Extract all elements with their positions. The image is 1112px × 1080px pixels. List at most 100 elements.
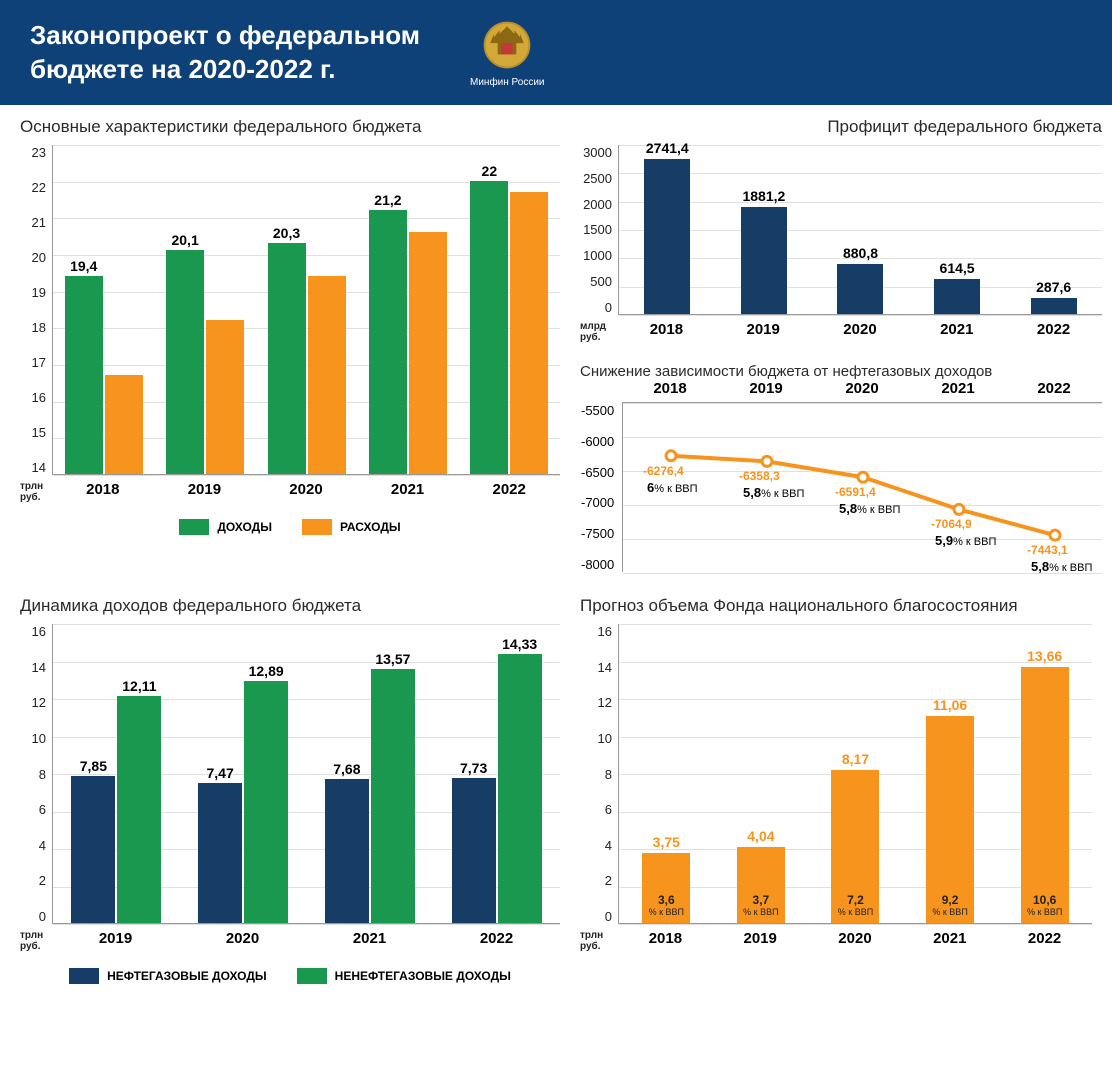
line-value-label: -7064,9 (931, 517, 972, 531)
bar-value-label: 880,8 (843, 245, 878, 261)
line-value-label: -7443,1 (1027, 543, 1068, 557)
x-category: 2021 (357, 475, 459, 498)
bar: 21,7 (510, 192, 548, 474)
bar: 2741,4 (644, 159, 690, 314)
x-category: 2021 (910, 380, 1006, 397)
line-value-label: -6591,4 (835, 485, 876, 499)
axis-unit: трлн руб. (20, 481, 43, 503)
legend-item: ДОХОДЫ (179, 519, 272, 535)
y-tick: 10 (598, 731, 612, 746)
y-tick: 21 (32, 215, 46, 230)
bar: 12,11 (117, 696, 161, 923)
y-tick: 10 (32, 731, 46, 746)
bar-pct-label: 7,2% к ВВП (838, 893, 873, 917)
y-tick: 22 (32, 180, 46, 195)
legend-item: НЕНЕФТЕГАЗОВЫЕ ДОХОДЫ (297, 968, 511, 984)
x-category: 2018 (618, 924, 713, 947)
x-category: 2020 (255, 475, 357, 498)
x-category: 2020 (812, 315, 909, 338)
bar: 20,1 (166, 250, 204, 474)
legend-label: ДОХОДЫ (217, 520, 272, 534)
chart2: 3000250020001500100050002741,41881,2880,… (580, 145, 1102, 345)
x-category: 2022 (997, 924, 1092, 947)
y-tick: 3000 (583, 145, 612, 160)
y-tick: 20 (32, 250, 46, 265)
logo: Минфин России (470, 17, 545, 88)
bar-value-label: 13,57 (375, 651, 410, 667)
header: Законопроект о федеральном бюджете на 20… (0, 0, 1112, 105)
bar: 18,2 (206, 320, 244, 474)
y-tick: 6 (39, 802, 46, 817)
y-tick: 19 (32, 285, 46, 300)
y-tick: 0 (39, 909, 46, 924)
bar-value-label: 14,33 (502, 636, 537, 652)
x-category: 2018 (622, 380, 718, 397)
bar: 13,6610,6% к ВВП (1021, 667, 1069, 923)
bar-value-label: 7,85 (80, 758, 107, 774)
bar-value-label: 21,7 (516, 198, 543, 214)
y-tick: -6000 (581, 434, 614, 449)
bar-value-label: 20,6 (414, 238, 441, 254)
bar: 11,069,2% к ВВП (926, 716, 974, 923)
bar: 7,47 (198, 783, 242, 923)
bar: 13,57 (371, 669, 415, 923)
legend-label: НЕНЕФТЕГАЗОВЫЕ ДОХОДЫ (335, 969, 511, 983)
y-tick: 23 (32, 145, 46, 160)
chart3-title: Снижение зависимости бюджета от нефтегаз… (580, 363, 1102, 380)
chart4-title: Динамика доходов федерального бюджета (20, 596, 560, 616)
line-value-label: -6276,4 (643, 464, 684, 478)
y-tick: 18 (32, 320, 46, 335)
bar-value-label: 12,11 (122, 678, 156, 694)
bar: 1881,2 (741, 207, 787, 314)
x-category: 2019 (713, 924, 808, 947)
bar-value-label: 13,66 (1027, 648, 1062, 664)
page-title: Законопроект о федеральном бюджете на 20… (30, 19, 450, 87)
y-tick: -8000 (581, 557, 614, 572)
chart1-title: Основные характеристики федерального бюд… (20, 117, 560, 137)
y-tick: 16 (32, 624, 46, 639)
bar: 4,043,7% к ВВП (737, 847, 785, 923)
bar: 614,5 (934, 279, 980, 314)
legend-label: РАСХОДЫ (340, 520, 401, 534)
bar: 14,33 (498, 654, 542, 923)
y-tick: 500 (590, 274, 612, 289)
x-category: 2019 (52, 924, 179, 947)
bar: 22 (470, 181, 508, 474)
bar-value-label: 19,4 (70, 258, 97, 274)
bar-value-label: 1881,2 (742, 188, 785, 204)
bar: 8,177,2% к ВВП (831, 770, 879, 923)
chart3: 20182019202020212022-5500-6000-6500-7000… (580, 402, 1102, 572)
bar: 287,6 (1031, 298, 1077, 314)
y-tick: 17 (32, 355, 46, 370)
x-category: 2019 (715, 315, 812, 338)
x-category: 2018 (618, 315, 715, 338)
y-tick: 16 (32, 390, 46, 405)
bar-value-label: 7,68 (333, 761, 360, 777)
bar-value-label: 7,73 (460, 760, 487, 776)
line-sublabel: 6% к ВВП (647, 480, 698, 495)
legend-swatch (179, 519, 209, 535)
axis-unit: млрд руб. (580, 321, 606, 343)
bar-value-label: 20,3 (273, 225, 300, 241)
x-category: 2020 (808, 924, 903, 947)
legend-label: НЕФТЕГАЗОВЫЕ ДОХОДЫ (107, 969, 267, 983)
bar-pct-label: 10,6% к ВВП (1027, 893, 1062, 917)
line-sublabel: 5,8% к ВВП (743, 485, 804, 500)
minfin-emblem-icon (479, 17, 535, 73)
y-tick: 15 (32, 425, 46, 440)
y-tick: 12 (598, 695, 612, 710)
bar-pct-label: 3,6% к ВВП (649, 893, 684, 917)
bar-value-label: 4,04 (747, 828, 774, 844)
x-category: 2022 (1005, 315, 1102, 338)
bar-value-label: 19,4 (313, 282, 340, 298)
bar-value-label: 20,1 (171, 232, 198, 248)
bar-value-label: 22 (482, 163, 498, 179)
y-tick: -7000 (581, 495, 614, 510)
chart5-title: Прогноз объема Фонда национального благо… (580, 596, 1092, 616)
bar-value-label: 287,6 (1036, 279, 1071, 295)
x-category: 2021 (902, 924, 997, 947)
y-tick: -6500 (581, 465, 614, 480)
bar: 12,89 (244, 681, 288, 923)
chart2-title: Профицит федерального бюджета (580, 117, 1102, 137)
bar-value-label: 18,2 (211, 326, 238, 342)
